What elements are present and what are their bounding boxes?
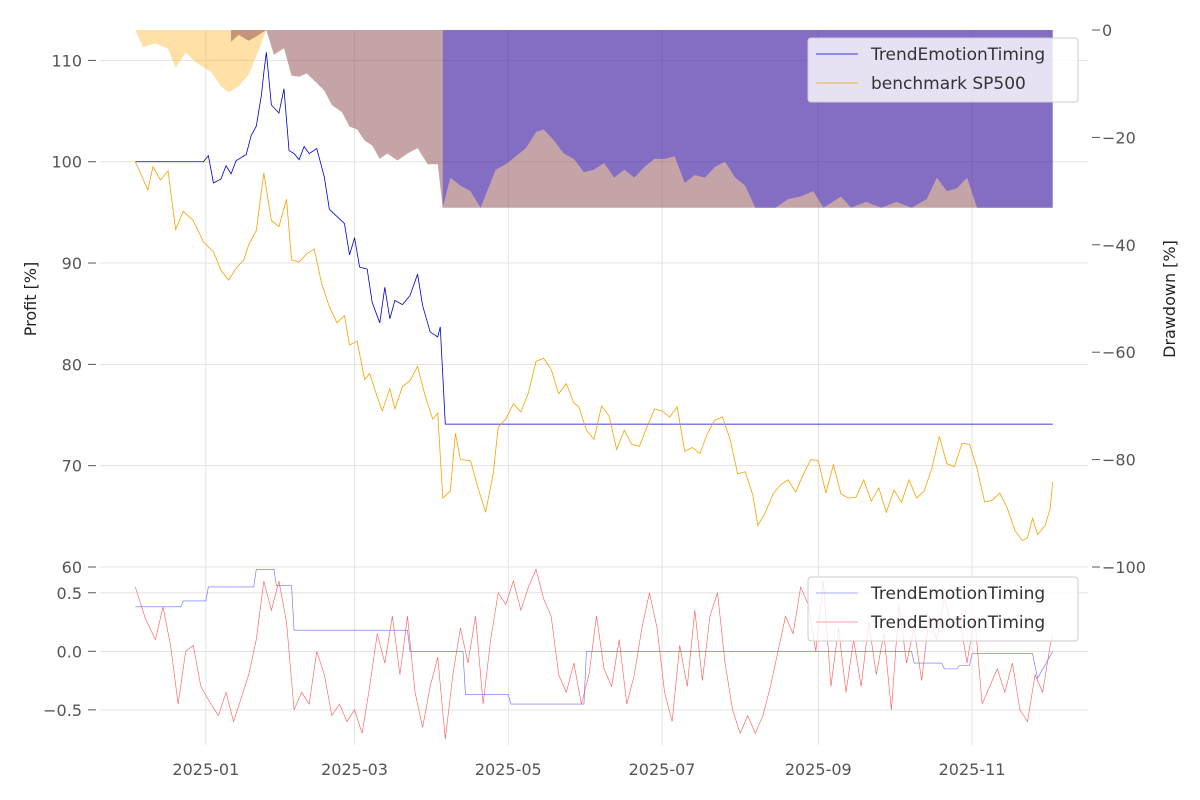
profit-axis-label: Profit [%] xyxy=(21,262,40,337)
bottom-legend: TrendEmotionTiming TrendEmotionTiming xyxy=(807,576,1079,642)
signal-tick-label-2: 0.5 xyxy=(57,584,82,603)
y2-tick-label-2: −40 xyxy=(1102,236,1136,255)
bottom-legend-label-0: TrendEmotionTiming xyxy=(870,584,1045,604)
y-tick-label-0: 60 xyxy=(62,558,82,577)
signal-line-0 xyxy=(135,569,1053,705)
profit-line-1 xyxy=(134,161,1054,542)
y2-tick-label-4: −80 xyxy=(1102,451,1136,470)
y2-tick-label-1: −20 xyxy=(1102,128,1136,147)
y-tick-label-4: 100 xyxy=(51,153,82,172)
y-tick-label-2: 80 xyxy=(62,355,82,374)
x-tick-label-4: 2025-09 xyxy=(785,760,852,779)
profit-lines xyxy=(134,52,1054,542)
drawdown-area-0 xyxy=(135,30,353,93)
signal-lines xyxy=(135,568,1054,740)
drawdown-axis-label: Drawdown [%] xyxy=(1160,240,1179,358)
x-tick-label-5: 2025-11 xyxy=(939,760,1006,779)
y2-tick-label-5: −100 xyxy=(1102,558,1146,577)
y-tick-label-1: 70 xyxy=(62,457,82,476)
top-legend-label-0: TrendEmotionTiming xyxy=(870,45,1045,65)
x-tick-label-3: 2025-07 xyxy=(629,760,696,779)
axis-ticks: 2025-01 2025-03 2025-05 2025-07 2025-09 2025-… xyxy=(43,21,1146,779)
signal-tick-label-0: −0.5 xyxy=(43,701,82,720)
x-tick-label-1: 2025-03 xyxy=(321,760,388,779)
top-legend-label-1: benchmark SP500 xyxy=(871,74,1026,94)
signal-line-1 xyxy=(135,568,1054,740)
top-legend-box xyxy=(807,37,1079,103)
bottom-legend-box xyxy=(807,576,1079,642)
signal-tick-label-1: 0.0 xyxy=(57,642,82,661)
y-tick-label-5: 110 xyxy=(51,51,82,70)
x-tick-label-2: 2025-05 xyxy=(475,760,542,779)
y2-tick-label-0: 0 xyxy=(1102,21,1112,40)
y2-tick-label-3: −60 xyxy=(1102,343,1136,362)
profit-line-0 xyxy=(135,52,1053,425)
y-tick-label-3: 90 xyxy=(62,254,82,273)
top-legend: TrendEmotionTiming benchmark SP500 xyxy=(807,37,1079,103)
x-tick-label-0: 2025-01 xyxy=(172,760,239,779)
bottom-legend-label-1: TrendEmotionTiming xyxy=(870,613,1045,633)
